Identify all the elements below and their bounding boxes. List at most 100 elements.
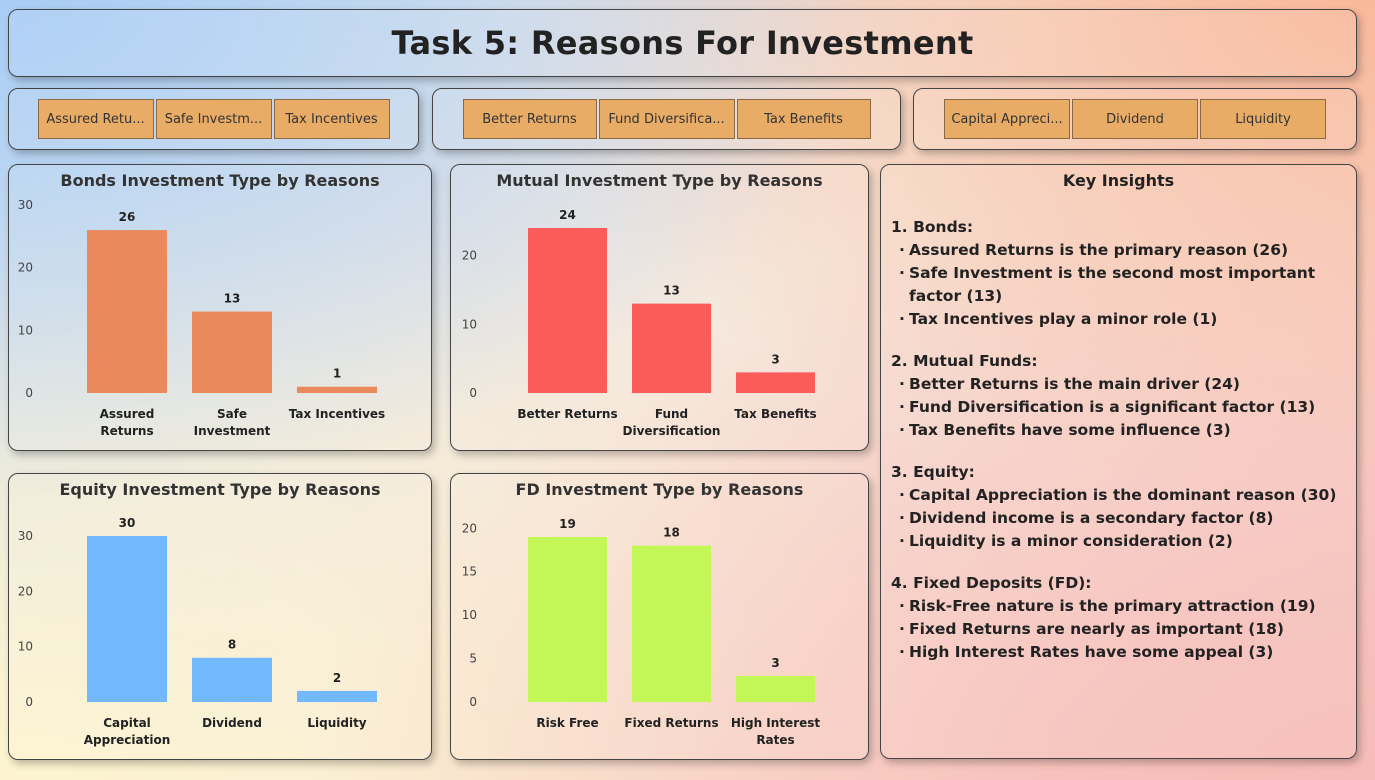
slicer-button-tax-incentives[interactable]: Tax Incentives: [273, 99, 390, 139]
y-tick-label: 10: [462, 317, 477, 331]
bonds-chart-panel: Bonds Investment Type by Reasons 0 10 20 30…: [8, 164, 432, 451]
category-label: Tax Benefits: [734, 407, 816, 421]
category-label: Better Returns: [517, 407, 617, 421]
slicer-button-capital-appreciation[interactable]: Capital Appreci...: [944, 99, 1070, 139]
bonds-slicer: Assured Retu... Safe Investm... Tax Ince…: [8, 88, 419, 150]
data-label: 3: [771, 352, 779, 366]
slicer-button-dividend[interactable]: Dividend: [1072, 99, 1198, 139]
bar: [528, 228, 607, 393]
category-label: Liquidity: [307, 716, 366, 730]
category-label: Tax Incentives: [289, 407, 385, 421]
bar: [528, 537, 607, 702]
data-label: 2: [333, 671, 341, 685]
insight-item: · Better Returns is the main driver (24): [899, 375, 1240, 393]
slicer-button-better-returns[interactable]: Better Returns: [462, 99, 597, 139]
category-label: Capital: [103, 716, 151, 730]
slicer-button-safe-investment[interactable]: Safe Investm...: [155, 99, 272, 139]
page-title: Task 5: Reasons For Investment: [391, 24, 974, 62]
category-label: High Interest: [731, 716, 821, 730]
slicer-button-assured-returns[interactable]: Assured Retu...: [37, 99, 154, 139]
y-tick-label: 5: [469, 652, 477, 666]
bar: [87, 536, 167, 702]
insight-item: · Liquidity is a minor consideration (2): [899, 532, 1233, 550]
insight-heading: 4. Fixed Deposits (FD):: [891, 574, 1092, 592]
category-label: Rates: [756, 733, 794, 747]
data-label: 8: [228, 638, 236, 652]
insight-item: · Capital Appreciation is the dominant re…: [899, 486, 1337, 504]
equity-chart-panel: Equity Investment Type by Reasons 0 10 20 3…: [8, 473, 432, 760]
y-tick-label: 30: [18, 529, 33, 543]
insights-body: 1. Bonds: · Assured Returns is the primar…: [881, 216, 1356, 664]
y-tick-label: 20: [462, 521, 477, 535]
data-label: 24: [559, 208, 576, 222]
y-tick-label: 20: [18, 584, 33, 598]
category-label: Risk Free: [536, 716, 598, 730]
data-label: 30: [119, 516, 136, 530]
category-label: Appreciation: [84, 733, 170, 747]
category-label: Fixed Returns: [624, 716, 718, 730]
y-tick-label: 0: [25, 386, 33, 400]
insight-item: · Dividend income is a secondary factor (…: [899, 509, 1274, 527]
bar: [192, 311, 272, 393]
data-label: 1: [333, 367, 341, 381]
category-label: Returns: [100, 424, 153, 438]
insight-section: 1. Bonds: · Assured Returns is the primar…: [891, 216, 1346, 331]
y-tick-label: 20: [18, 261, 33, 275]
data-label: 3: [771, 656, 779, 670]
equity-slicer: Capital Appreci... Dividend Liquidity: [913, 88, 1357, 150]
insight-section: 4. Fixed Deposits (FD): · Risk-Free natur…: [891, 572, 1346, 664]
bar: [632, 303, 711, 393]
mutual-chart-panel: Mutual Investment Type by Reasons 0 10 20 2…: [450, 164, 869, 451]
insight-item: · High Interest Rates have some appeal (3…: [899, 643, 1274, 661]
y-tick-label: 15: [462, 565, 477, 579]
y-tick-label: 20: [462, 249, 477, 263]
y-tick-label: 10: [18, 640, 33, 654]
slicer-button-fund-diversification[interactable]: Fund Diversifica...: [598, 99, 735, 139]
fd-chart-panel: FD Investment Type by Reasons 0 5 10 15 20 19…: [450, 473, 869, 760]
data-label: 19: [559, 517, 576, 531]
y-tick-label: 0: [469, 386, 477, 400]
equity-bar-chart: 0 10 20 30 30 Capital Appreciation 8 Dividend 2 Li…: [18, 516, 377, 747]
insight-item: · Tax Benefits have some influence (3): [899, 421, 1231, 439]
bar: [87, 230, 167, 393]
y-tick-label: 0: [25, 695, 33, 709]
bar: [736, 372, 815, 393]
fd-bar-chart: 0 5 10 15 20 19 Risk Free 18 Fixed Returns 3 High …: [462, 517, 821, 747]
chart-title: Bonds Investment Type by Reasons: [60, 171, 380, 190]
insight-item: · Fixed Returns are nearly as important (…: [899, 620, 1284, 638]
y-tick-label: 10: [18, 323, 33, 337]
y-tick-label: 0: [469, 695, 477, 709]
title-panel: Task 5: Reasons For Investment: [8, 9, 1357, 77]
bar: [192, 657, 272, 702]
insights-title: Key Insights: [1062, 171, 1175, 190]
category-label: Assured: [100, 407, 155, 421]
bar: [297, 386, 377, 393]
insight-item: · Safe Investment is the second most impo…: [899, 264, 1316, 305]
insight-item: · Tax Incentives play a minor role (1): [899, 310, 1218, 328]
bar: [297, 690, 377, 702]
y-tick-label: 30: [18, 198, 33, 212]
category-label: Fund: [655, 407, 688, 421]
y-tick-label: 10: [462, 608, 477, 622]
bar: [632, 545, 711, 702]
category-label: Diversification: [623, 424, 721, 438]
data-label: 13: [663, 284, 680, 298]
bonds-bar-chart: 0 10 20 30 26 Assured Returns 13 Safe Investment 1…: [18, 198, 385, 438]
chart-title: FD Investment Type by Reasons: [515, 480, 804, 499]
mutual-slicer: Better Returns Fund Diversifica... Tax B…: [432, 88, 901, 150]
insight-heading: 1. Bonds:: [891, 218, 974, 236]
slicer-button-liquidity[interactable]: Liquidity: [1200, 99, 1326, 139]
insight-heading: 3. Equity:: [891, 463, 975, 481]
insight-item: · Assured Returns is the primary reason (…: [899, 241, 1289, 259]
slicer-button-tax-benefits[interactable]: Tax Benefits: [736, 99, 871, 139]
data-label: 13: [224, 292, 241, 306]
category-label: Safe: [217, 407, 247, 421]
insight-section: 3. Equity: · Capital Appreciation is the …: [891, 461, 1346, 553]
insight-item: · Risk-Free nature is the primary attract…: [899, 597, 1316, 615]
insight-section: 2. Mutual Funds: · Better Returns is the …: [891, 350, 1346, 442]
key-insights-panel: Key Insights 1. Bonds: · Assured Returns …: [880, 164, 1357, 759]
insight-item: · Fund Diversification is a significant f…: [899, 398, 1316, 416]
mutual-bar-chart: 0 10 20 24 Better Returns 13 Fund Diversificati…: [462, 208, 817, 438]
category-label: Dividend: [202, 716, 262, 730]
chart-title: Mutual Investment Type by Reasons: [496, 171, 823, 190]
